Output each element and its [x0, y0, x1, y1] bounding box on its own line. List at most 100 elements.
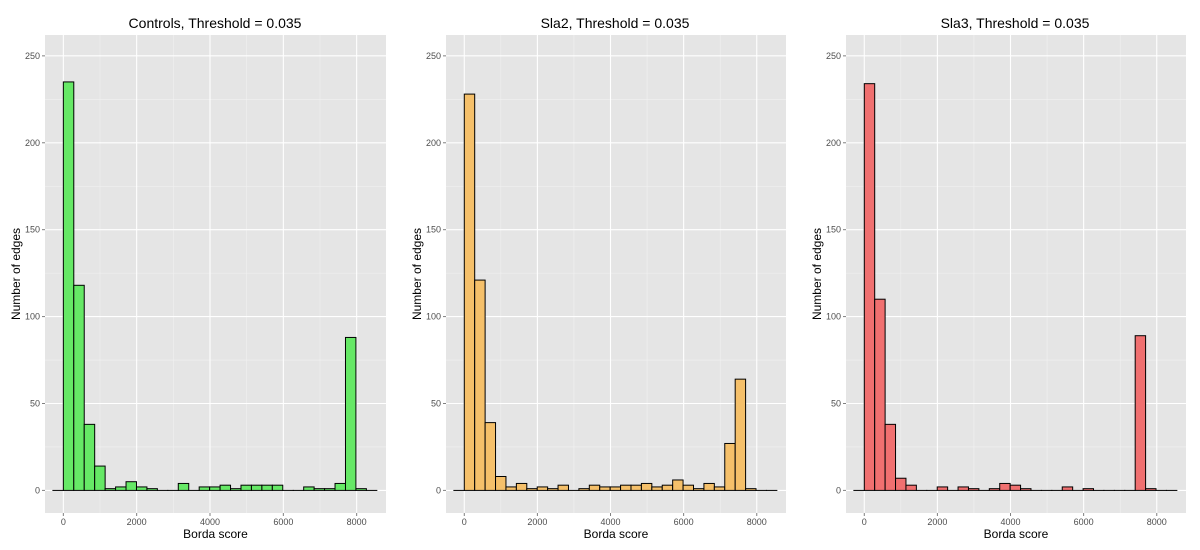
y-tick-label: 250 — [826, 51, 841, 61]
panel-background — [846, 35, 1186, 513]
plot-title: Sla3, Threshold = 0.035 — [941, 15, 1090, 31]
histogram-bar — [334, 482, 346, 491]
histogram-bar — [344, 336, 357, 491]
histogram-bar — [905, 484, 917, 491]
histogram-bar — [713, 486, 726, 491]
x-tick-label: 4000 — [1001, 517, 1021, 527]
histogram-bar — [219, 484, 232, 491]
histogram-bar — [557, 484, 569, 491]
panel-3: 0 2000 4000 6000 8000 0 50 100 150 200 250 Sla3, Th… — [810, 15, 1186, 541]
histogram-bar — [967, 488, 980, 491]
x-tick-label: 8000 — [1147, 517, 1167, 527]
histogram-bar — [355, 488, 367, 491]
histogram-bar — [83, 423, 96, 491]
y-axis-title: Number of edges — [410, 228, 424, 320]
x-tick-label: 0 — [61, 517, 66, 527]
y-axis-title: Number of edges — [9, 228, 23, 320]
plot-title: Sla2, Threshold = 0.035 — [541, 15, 690, 31]
histogram-bar — [324, 488, 336, 491]
histogram-bar — [146, 488, 158, 491]
histogram-bar — [745, 488, 757, 491]
x-axis-title: Borda score — [584, 527, 649, 541]
x-tick-label: 2000 — [527, 517, 547, 527]
histogram-bar — [724, 442, 736, 491]
histogram-bar — [682, 484, 695, 491]
histogram-bar — [1145, 488, 1157, 491]
histogram-bar — [609, 486, 622, 491]
y-tick-label: 0 — [836, 485, 841, 495]
histogram-bar — [135, 486, 148, 491]
histogram-bar — [73, 284, 85, 491]
y-tick-label: 200 — [25, 138, 40, 148]
histogram-bar — [230, 488, 242, 491]
histogram-bar — [957, 486, 969, 491]
histogram-bar — [115, 486, 127, 491]
histogram-bar — [640, 482, 653, 491]
histogram-bar — [999, 482, 1011, 491]
histogram-bar — [863, 83, 876, 491]
y-tick-label: 100 — [826, 312, 841, 322]
plot-title: Controls, Threshold = 0.035 — [129, 15, 302, 31]
histogram-bar — [250, 484, 263, 491]
histogram-bar — [474, 279, 486, 491]
x-tick-label: 2000 — [127, 517, 147, 527]
panel-background — [45, 35, 386, 513]
histogram-bar — [526, 488, 538, 491]
histogram-bar — [693, 488, 705, 491]
y-tick-label: 100 — [426, 312, 441, 322]
y-tick-label: 150 — [826, 225, 841, 235]
histogram-bar — [1009, 484, 1022, 491]
histogram-bar — [198, 486, 211, 491]
x-tick-label: 8000 — [747, 517, 767, 527]
y-tick-label: 0 — [35, 485, 40, 495]
histogram-bar — [177, 482, 190, 491]
histogram-bar — [1020, 488, 1032, 491]
x-tick-label: 6000 — [674, 517, 694, 527]
histogram-bar — [578, 488, 590, 491]
histogram-bar — [495, 475, 507, 491]
y-tick-label: 50 — [831, 398, 841, 408]
histogram-bar — [661, 484, 674, 491]
x-tick-label: 6000 — [273, 517, 293, 527]
panel-1: 0 2000 4000 6000 8000 0 50 100 150 200 250 Controls… — [9, 15, 386, 541]
x-tick-label: 0 — [462, 517, 467, 527]
histogram-bar — [1082, 488, 1095, 491]
histogram-bar — [463, 93, 476, 491]
y-tick-label: 100 — [25, 312, 40, 322]
y-tick-label: 150 — [25, 225, 40, 235]
histogram-bar — [874, 298, 886, 491]
histogram-bar — [515, 482, 528, 491]
y-tick-label: 250 — [426, 51, 441, 61]
histogram-bar — [536, 486, 549, 491]
x-axis-title: Borda score — [984, 527, 1049, 541]
histogram-bar — [209, 486, 221, 491]
histogram-bar — [505, 486, 517, 491]
x-axis-title: Borda score — [183, 527, 248, 541]
histogram-bar — [261, 484, 273, 491]
histogram-bar — [630, 484, 642, 491]
histogram-bar — [104, 488, 117, 491]
histogram-bar — [1134, 335, 1147, 491]
x-tick-label: 6000 — [1074, 517, 1094, 527]
y-tick-label: 200 — [826, 138, 841, 148]
y-axis-title: Number of edges — [810, 228, 824, 320]
x-tick-label: 4000 — [200, 517, 220, 527]
x-tick-label: 8000 — [347, 517, 367, 527]
y-tick-label: 150 — [426, 225, 441, 235]
y-tick-label: 250 — [25, 51, 40, 61]
histogram-bar — [734, 378, 747, 491]
y-tick-label: 50 — [30, 398, 40, 408]
x-tick-label: 0 — [862, 517, 867, 527]
histogram-bar — [588, 484, 601, 491]
y-tick-label: 0 — [436, 485, 441, 495]
histogram-bar — [313, 488, 326, 491]
histogram-bar — [651, 486, 663, 491]
histogram-bar — [1061, 486, 1074, 491]
histogram-bar — [599, 486, 611, 491]
histogram-bar — [125, 481, 137, 491]
histogram-bar — [240, 484, 252, 491]
histogram-bar — [672, 479, 684, 491]
x-tick-label: 4000 — [601, 517, 621, 527]
histogram-bar — [988, 488, 1001, 491]
